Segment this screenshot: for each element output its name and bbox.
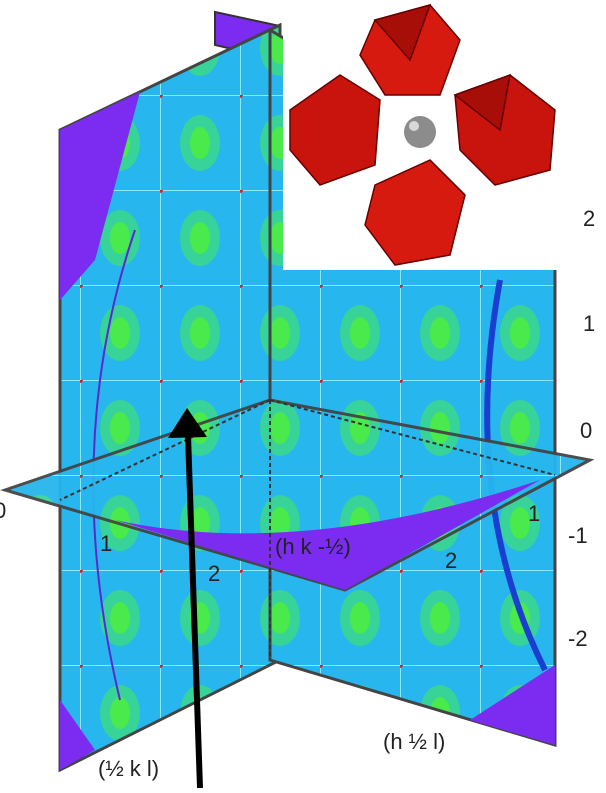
central-atom	[404, 116, 436, 148]
k-tick-label: 0	[0, 498, 6, 523]
h-tick-label: 2	[445, 548, 457, 573]
h-tick-label: 1	[528, 501, 540, 526]
page-body: {"planes": {"horizontal": "(h k -½)", "v…	[0, 0, 606, 788]
figure: 2 1 0 -1 -2 1 2 0 1 2 (h k -½) (h ½ l) (…	[0, 0, 606, 788]
l-tick-label: -2	[568, 626, 588, 651]
l-tick-label: 2	[583, 206, 595, 231]
page: Diffraction planes html, body { margin: …	[0, 0, 606, 788]
plane-label: (½ k l)	[98, 756, 159, 781]
k-tick-label: 2	[208, 561, 220, 586]
plane-label: (h k -½)	[275, 534, 351, 559]
l-tick-label: 1	[583, 311, 595, 336]
atom-highlight	[409, 121, 419, 131]
l-tick-label: 0	[580, 418, 592, 443]
plane-label: (h ½ l)	[383, 729, 445, 754]
k-tick-label: 1	[100, 531, 112, 556]
l-tick-label: -1	[568, 523, 588, 548]
